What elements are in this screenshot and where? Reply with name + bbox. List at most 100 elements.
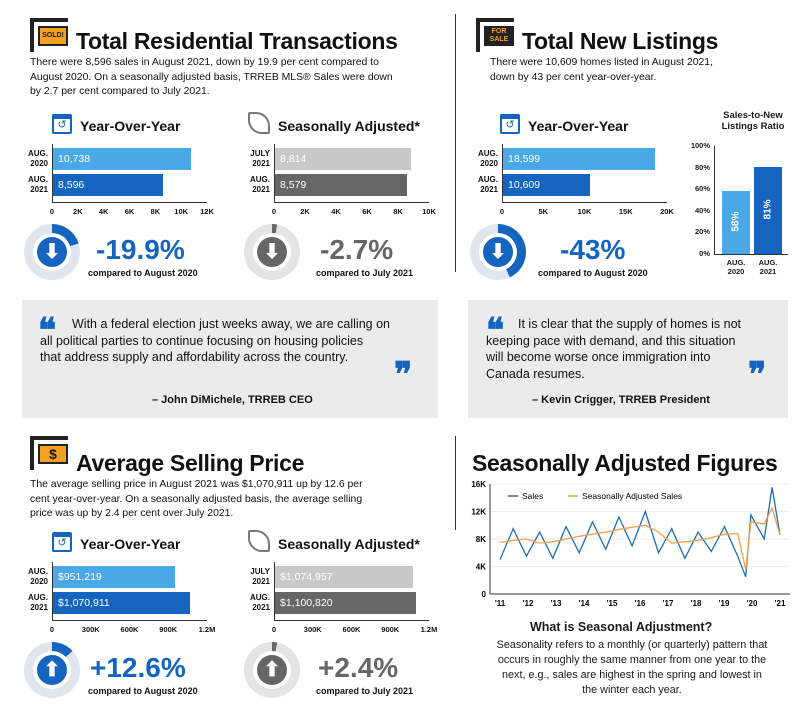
bar-label-line: AUG.	[250, 175, 270, 184]
tnl-yoy-pct: -43%	[560, 234, 626, 265]
y-tick-label: 12K	[471, 508, 486, 517]
bar-label: AUG. 2020	[18, 567, 48, 587]
bar: 10,738	[52, 148, 191, 170]
y-axis-line	[274, 144, 275, 202]
ratio-x-label: AUG. 2020	[718, 258, 754, 276]
down-arrow-icon: ⬇	[244, 224, 300, 280]
tick-label: 300K	[81, 625, 100, 634]
tick-label: 2K	[300, 207, 310, 216]
calendar-icon: ↺	[52, 532, 72, 552]
tick-label: 20K	[660, 207, 674, 216]
asp-yoy-heading: Year-Over-Year	[80, 536, 181, 552]
tick-label: 2K	[73, 207, 83, 216]
y-axis-line	[52, 144, 53, 202]
x-tick-label: '20	[747, 599, 758, 608]
tick-label: 0	[271, 207, 277, 216]
tick-label: 1.2M	[198, 625, 216, 634]
tick-label: 10K	[174, 207, 189, 216]
bar: $1,070,911	[52, 592, 191, 614]
bar-label-line: 2021	[252, 577, 270, 586]
bar-label: AUG. 2021	[468, 175, 498, 195]
quote-ceo-text: With a federal election just weeks away,…	[40, 317, 390, 364]
trt-body: There were 8,596 sales in August 2021, d…	[30, 57, 393, 97]
x-axis	[274, 202, 429, 203]
down-arrow-icon: ⬇	[24, 224, 80, 280]
trt-sa-heading: Seasonally Adjusted*	[278, 118, 420, 134]
open-quote-icon: ❝	[38, 311, 57, 351]
saf-explanation: Seasonality refers to a monthly (or quar…	[496, 639, 768, 696]
asp-sa-cmp: compared to July 2021	[316, 686, 414, 696]
quote-box-ceo	[22, 300, 438, 418]
bar: 18,599	[502, 148, 656, 170]
up-arrow-icon: ⬆	[244, 642, 300, 698]
x-axis	[274, 620, 429, 621]
tick-label: 12K	[200, 207, 214, 216]
bar-label-line: 2021	[480, 185, 498, 194]
bar-label-line: 2020	[30, 577, 48, 586]
divider	[455, 436, 456, 530]
ratio-x-label-line: AUG.	[726, 258, 746, 267]
up-arrow-icon: ⬆	[24, 642, 80, 698]
bar-label-line: AUG.	[28, 149, 48, 158]
y-axis-line	[52, 562, 53, 620]
y-axis-line	[274, 562, 275, 620]
tick-label: 10K	[422, 207, 436, 216]
trt-yoy-heading: Year-Over-Year	[80, 118, 181, 134]
bar: 10,609	[502, 174, 590, 196]
leaf-icon	[248, 112, 270, 134]
down-arrow-icon: ⬇	[470, 224, 526, 280]
ratio-x-label-line: 2020	[727, 267, 745, 276]
bar: $1,100,820	[274, 592, 417, 614]
trt-title: Total Residential Transactions	[76, 28, 398, 54]
tick-label: 0	[271, 625, 277, 634]
bar-label: AUG. 2020	[468, 149, 498, 169]
series-line-seasonally-adjusted	[499, 506, 781, 571]
ratio-tick: 0%	[699, 249, 710, 258]
tick-label: 1.2M	[420, 625, 438, 634]
y-tick-label: 4K	[476, 563, 486, 572]
asp-yoy-cmp: compared to August 2020	[88, 686, 198, 696]
x-axis	[52, 620, 207, 621]
tnl-body: There were 10,609 homes listed in August…	[490, 57, 713, 83]
ratio-tick: 60%	[694, 184, 710, 194]
bar-label-line: AUG.	[478, 175, 498, 184]
bar: 8,814	[274, 148, 411, 170]
ratio-y-axis	[714, 146, 715, 254]
bar-label-line: AUG.	[28, 175, 48, 184]
x-tick-label: '11	[495, 599, 506, 608]
x-axis	[502, 202, 667, 203]
bar-label-line: AUG.	[28, 593, 48, 602]
x-tick-label: '19	[719, 599, 730, 608]
bar-label-line: 2021	[30, 185, 48, 194]
x-tick-label: '18	[691, 599, 702, 608]
for-sale-sign-icon: FOR SALE	[476, 18, 516, 52]
ratio-bar: 81%	[754, 166, 782, 254]
bar-label-line: AUG.	[250, 593, 270, 602]
quote-box-president	[468, 300, 788, 418]
tick-label: 6K	[362, 207, 372, 216]
bar-label: AUG. 2021	[18, 175, 48, 195]
trt-sa-pct: -2.7%	[320, 234, 394, 265]
y-tick-label: 16K	[471, 480, 486, 489]
ratio-tick: 100%	[690, 141, 710, 150]
y-axis-line	[502, 144, 503, 202]
bar-label-line: 2021	[252, 603, 270, 612]
bar-label: AUG. 2021	[240, 175, 270, 195]
bar-label-line: JULY	[250, 567, 270, 576]
tick-label: 6K	[124, 207, 135, 216]
tnl-yoy-heading: Year-Over-Year	[528, 118, 629, 134]
ratio-x-label-line: 2021	[759, 267, 777, 276]
tick-label: 5K	[538, 207, 549, 216]
asp-body: The average selling price in August 2021…	[30, 479, 363, 519]
divider	[455, 14, 456, 272]
bar-label-line: 2020	[30, 159, 48, 168]
ratio-tick: 20%	[694, 227, 710, 237]
trt-yoy-cmp: compared to August 2020	[88, 268, 198, 278]
trt-yoy-pct: -19.9%	[96, 234, 185, 265]
ratio-value: 81%	[762, 199, 774, 220]
x-tick-label: '13	[551, 599, 562, 608]
x-tick-label: '21	[775, 599, 786, 608]
bar-label-line: AUG.	[28, 567, 48, 576]
quote-president-author: – Kevin Crigger, TRREB President	[532, 394, 710, 406]
trt-sa-cmp: compared to July 2021	[316, 268, 414, 278]
